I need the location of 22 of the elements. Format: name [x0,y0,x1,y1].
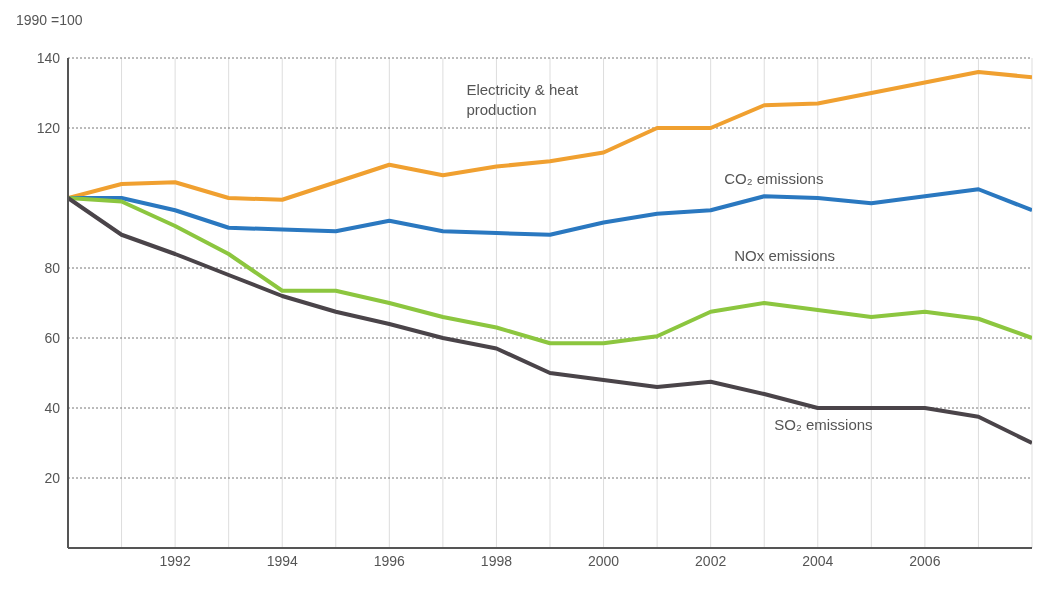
series-label: CO₂ emissions [724,170,824,188]
x-tick-label: 2004 [802,552,834,569]
x-tick-label: 1998 [480,552,513,569]
y-axis-title: 1990 =100 [16,12,83,28]
y-tick-label: 120 [36,119,61,136]
x-tick-label: 2006 [909,552,941,569]
text: Electricity & heat production [466,80,579,118]
line-series [68,196,1032,346]
x-tick-label: 1994 [266,552,298,569]
x-tick-label: 2000 [587,552,620,569]
y-tick-label: 80 [44,259,61,276]
x-tick-label: 2002 [695,552,727,569]
series-label: SO₂ emissions [774,416,873,433]
x-tick-label: 1996 [373,552,406,569]
y-tick-label: 40 [44,399,61,416]
text: NOx emissions [734,247,836,264]
x-tick-label: 1992 [159,552,191,569]
y-tick-label: 60 [44,329,61,346]
y-tick-label: 140 [36,49,61,66]
y-tick-label: 20 [44,469,61,486]
line-series [68,196,1032,445]
line-series [68,70,1032,202]
